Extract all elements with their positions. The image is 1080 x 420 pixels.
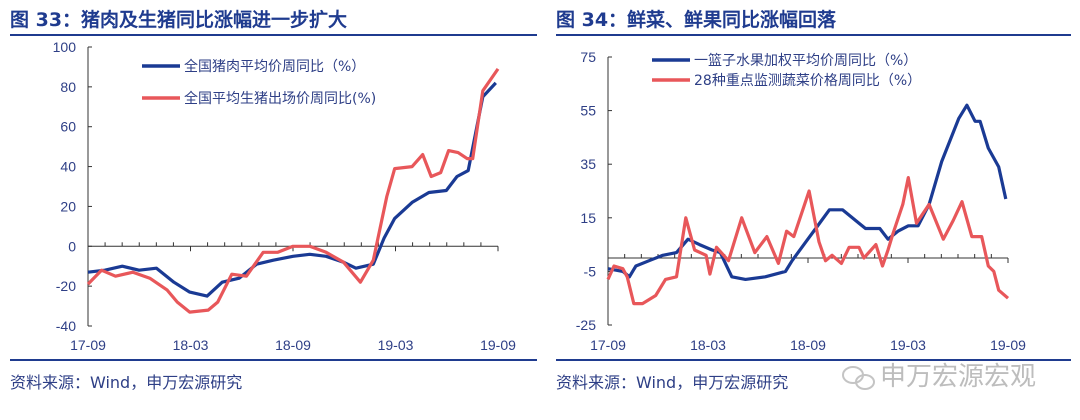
chart-34: 75 55 35 15 -5 -25 17-09 18-03 18-09 19-03 19-09 一篮…	[576, 49, 1026, 353]
y-tick-label: 60	[60, 119, 76, 135]
y-tick-label: -25	[576, 317, 596, 333]
chart-33: 100 80 60 40 20 0 -20 -40 17-09 18-03 18-09 19-03 19…	[53, 39, 516, 353]
y-tick-label: -40	[56, 318, 76, 334]
legend-label: 全国猪肉平均价周同比（%）	[184, 58, 365, 75]
x-tick-label: 18-03	[690, 337, 726, 353]
y-tick-label: 20	[60, 198, 76, 214]
wechat-icon	[842, 366, 875, 390]
chart-34-title: 图 34：鲜菜、鲜果同比涨幅回落	[556, 8, 837, 31]
title-rule-right	[556, 34, 1071, 36]
x-tick-label: 19-03	[890, 337, 926, 353]
x-tick-label: 19-03	[378, 337, 414, 353]
legend-label: 一篮子水果加权平均价周同比（%）	[694, 53, 917, 69]
y-tick-label: -20	[56, 278, 76, 294]
series-line-red	[606, 176, 1010, 306]
x-tick-label: 19-09	[480, 337, 516, 353]
y-tick-label: 55	[580, 103, 596, 119]
footer-rule-left	[10, 359, 537, 361]
x-tick-label: 17-09	[590, 337, 626, 353]
source-note-left: 资料来源：Wind，申万宏源研究	[10, 373, 242, 392]
legend-label: 28种重点监测蔬菜价格周同比（%）	[694, 73, 921, 89]
footer-rule-right	[556, 359, 1071, 361]
series-line-blue	[87, 81, 497, 298]
y-tick-label: 80	[60, 79, 76, 95]
x-tick-label: 18-09	[275, 337, 311, 353]
y-tick-label: 15	[580, 210, 596, 226]
y-tick-label: 40	[60, 159, 76, 175]
title-rule-left	[10, 34, 537, 36]
legend-label: 全国平均生猪出场价周同比(%)	[184, 90, 376, 107]
x-tick-label: 19-09	[990, 337, 1026, 353]
series-line-blue	[607, 103, 1008, 281]
y-tick-label: -5	[584, 263, 597, 279]
source-note-right: 资料来源：Wind，申万宏源研究	[556, 373, 788, 392]
chart-33-title: 图 33：猪肉及生猪同比涨幅进一步扩大	[10, 8, 347, 31]
watermark: 申万宏源宏观	[880, 362, 1036, 392]
y-tick-label: 35	[580, 156, 596, 172]
y-tick-label: 75	[580, 49, 596, 65]
y-tick-label: 100	[53, 39, 77, 55]
x-tick-label: 17-09	[70, 337, 106, 353]
y-tick-label: 0	[68, 238, 76, 254]
series-line-red	[86, 67, 500, 314]
x-tick-label: 18-09	[790, 337, 826, 353]
x-tick-label: 18-03	[173, 337, 209, 353]
